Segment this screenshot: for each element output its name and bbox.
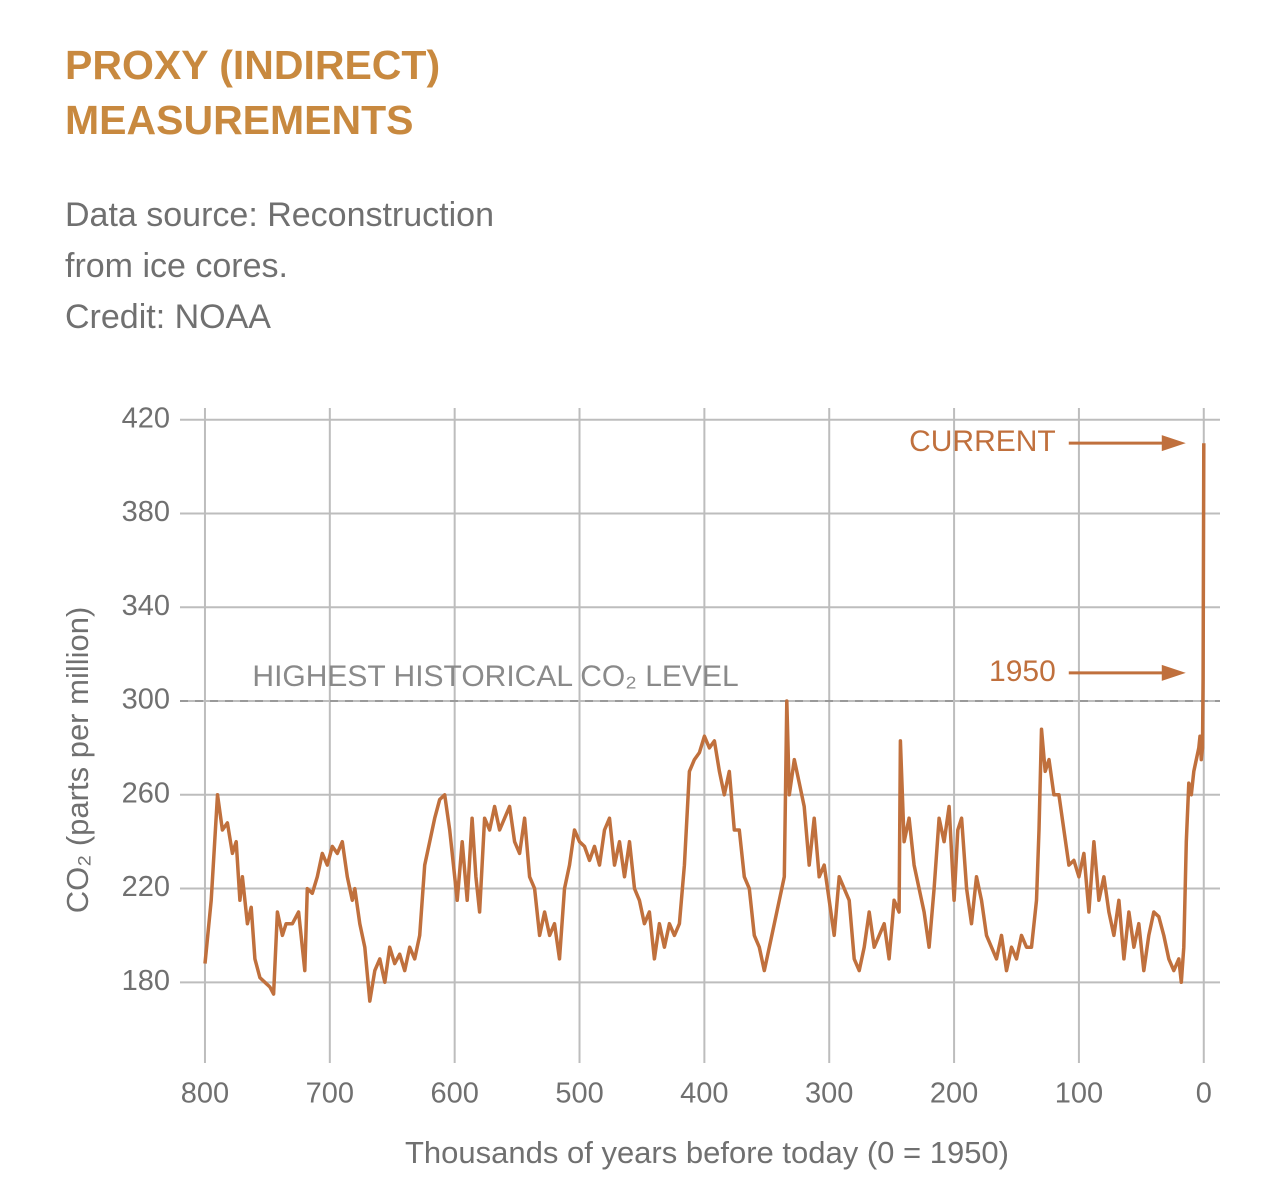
x-tick-label: 600 — [430, 1078, 478, 1110]
title-line: MEASUREMENTS — [65, 97, 414, 143]
arrow-head — [1161, 664, 1186, 681]
annotation-label: CURRENT — [909, 425, 1056, 458]
reference-label: HIGHEST HISTORICAL CO₂ LEVEL — [252, 660, 738, 693]
y-tick-label: 180 — [122, 965, 170, 997]
x-tick-label: 200 — [930, 1078, 978, 1110]
y-tick-label: 380 — [122, 496, 170, 528]
x-tick-label: 100 — [1055, 1078, 1103, 1110]
y-tick-label: 220 — [122, 871, 170, 903]
x-axis-label: Thousands of years before today (0 = 195… — [405, 1135, 1009, 1170]
y-tick-label: 340 — [122, 590, 170, 622]
x-tick-label: 700 — [306, 1078, 354, 1110]
header: PROXY (INDIRECT) MEASUREMENTS — [65, 42, 440, 143]
subtitle: Credit: NOAA — [65, 298, 271, 336]
x-tick-label: 300 — [805, 1078, 853, 1110]
annotation-label: 1950 — [989, 655, 1056, 688]
y-tick-label: 260 — [122, 777, 170, 809]
subtitle: from ice cores. — [65, 247, 288, 285]
x-tick-label: 500 — [555, 1078, 603, 1110]
data-line — [203, 443, 1206, 1003]
y-tick-label: 420 — [122, 402, 170, 434]
arrow-head — [1161, 435, 1186, 452]
x-tick-label: 400 — [680, 1078, 728, 1110]
subtitle: Data source: Reconstruction — [65, 196, 494, 234]
title-line: PROXY (INDIRECT) — [65, 42, 440, 88]
y-axis-label: CO₂ (parts per million) — [60, 607, 95, 914]
x-tick-label: 800 — [181, 1078, 229, 1110]
y-tick-label: 300 — [122, 684, 170, 716]
chart-title: PROXY (INDIRECT) MEASUREMENTS — [65, 42, 440, 143]
x-tick-label: 0 — [1196, 1078, 1212, 1110]
